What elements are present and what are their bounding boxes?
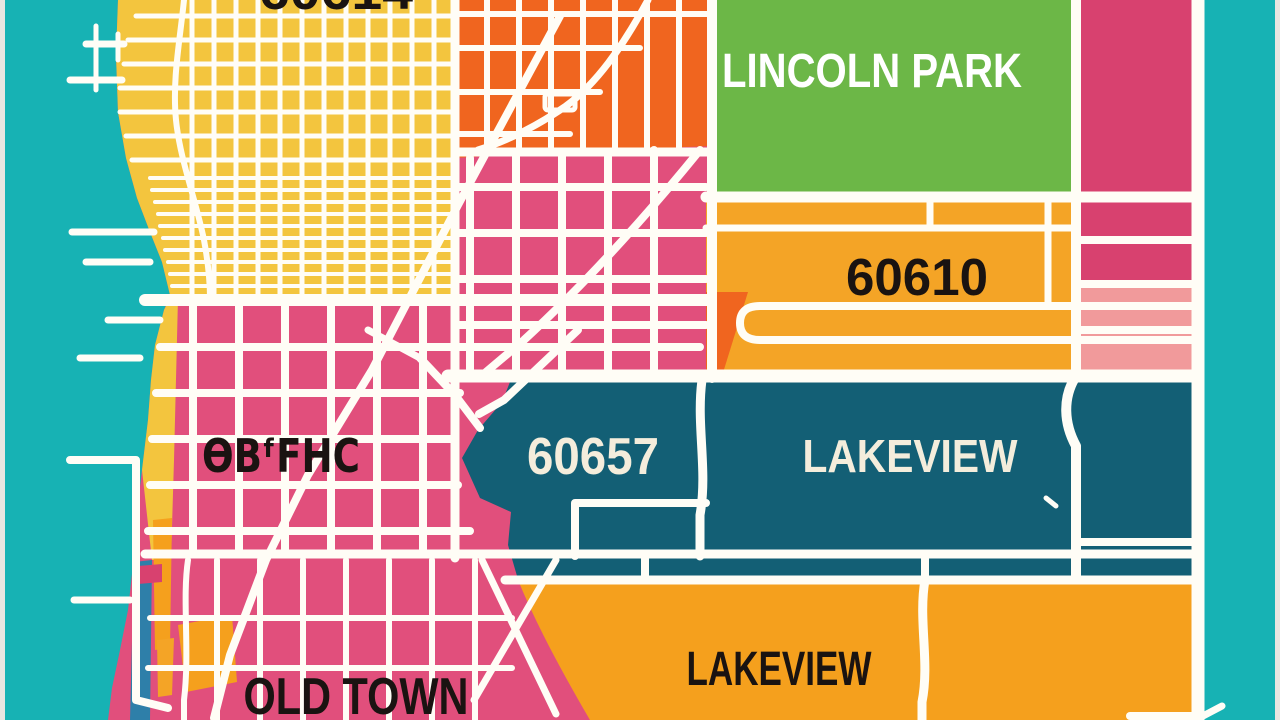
shore-strip-magenta [138, 564, 162, 584]
road-block-detail [542, 91, 578, 113]
label-top-clipped-zip: 60614 [259, 0, 413, 21]
region-yellow-grid [116, 0, 455, 298]
road-grid-oldtown-verticals [214, 557, 478, 720]
road-amber-loop [736, 302, 1202, 344]
region-lincoln-park [712, 0, 1076, 196]
road-teal-speck [1043, 495, 1059, 509]
label-zip-60610: 60610 [846, 249, 988, 307]
label-lakeview-lower: LAKEVIEW [687, 643, 873, 696]
road-grid-orange-horizontals [452, 11, 715, 137]
road-vertical-x1076 [1061, 0, 1081, 583]
region-lakeview-south [518, 580, 1198, 720]
page-edge-left [0, 0, 5, 720]
road-diagonal-sweep [482, 146, 704, 376]
road-lakeview-south-vertical [917, 575, 930, 720]
region-60610 [706, 198, 1076, 376]
road-east-strip-horizontals [1072, 236, 1202, 334]
region-60657-lakeview [462, 377, 1198, 576]
road-grid-yellow-verticals [189, 0, 437, 299]
label-old-town: OLD TOWN [244, 668, 469, 720]
road-orange-curve [474, 0, 652, 154]
road-diagonal-teal-corner [475, 326, 582, 418]
region-yellow-shore-strip [142, 298, 178, 560]
road-grid-orange-verticals [484, 0, 682, 153]
label-lakeview-upper: LAKEVIEW [803, 430, 1019, 482]
road-lake-hook [66, 456, 172, 712]
road-teal-internals [695, 375, 708, 561]
road-grid-yellow-horizontals [117, 13, 458, 163]
road-diagonal-short [364, 326, 424, 362]
road-grid-pink-upper-verticals [466, 146, 658, 378]
road-grid-pink-upper-horizontals [451, 183, 710, 329]
road-grid-pink-lower-verticals [189, 296, 427, 558]
region-pink-strip-east [1076, 0, 1198, 284]
road-teal-internals-2 [571, 499, 1202, 584]
road-oldtown-diagonal-x [470, 556, 560, 718]
road-grid-oldtown-horizontals [145, 615, 515, 671]
label-scribble: ƟBᶠFHC [202, 429, 360, 483]
road-lake-stub-vertical [93, 23, 121, 93]
road-shoreline-wavy [171, 0, 213, 301]
road-network [66, 0, 1226, 720]
page-edge-right [1275, 0, 1280, 720]
label-zip-60657: 60657 [527, 428, 659, 486]
shore-strip-orange [153, 518, 172, 650]
road-grid-yellow-dense-band [148, 176, 457, 288]
road-grid-pink-lower-horizontals [144, 343, 704, 535]
label-lincoln-park: LINCOLN PARK [722, 45, 1022, 98]
road-amber-horizontal [702, 194, 1080, 310]
road-oldtown-shore-wavy [181, 557, 191, 720]
